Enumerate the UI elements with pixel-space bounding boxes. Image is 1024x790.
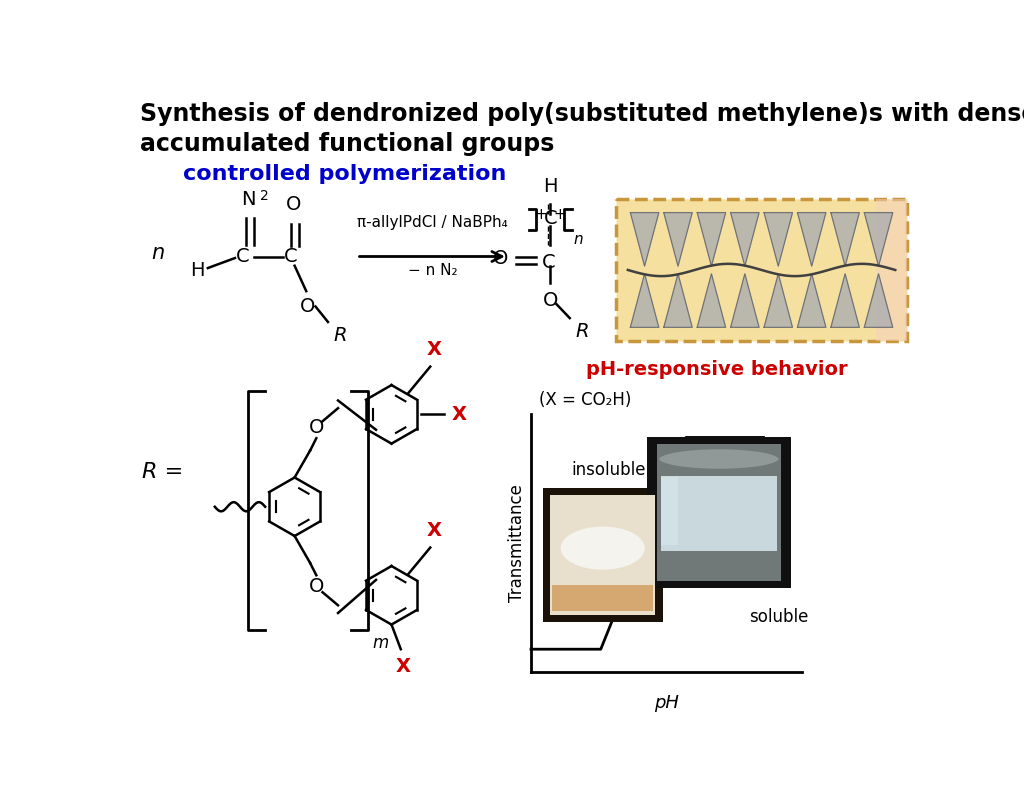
Text: pH: pH	[654, 694, 679, 712]
Text: N: N	[241, 190, 255, 209]
Text: C: C	[236, 247, 250, 266]
Text: Synthesis of dendronized poly(substituted methylene)s with densely: Synthesis of dendronized poly(substitute…	[139, 103, 1024, 126]
Polygon shape	[631, 213, 658, 266]
Bar	[552, 585, 653, 611]
Text: O: O	[493, 249, 508, 268]
Polygon shape	[697, 274, 726, 327]
Polygon shape	[764, 274, 793, 327]
Text: m: m	[372, 634, 388, 652]
Bar	[647, 438, 791, 588]
Polygon shape	[664, 213, 692, 266]
Text: 2: 2	[260, 189, 268, 202]
Polygon shape	[631, 274, 658, 327]
Text: O: O	[543, 292, 558, 310]
Bar	[543, 487, 663, 623]
Polygon shape	[798, 274, 826, 327]
Text: X: X	[427, 521, 441, 540]
Bar	[656, 444, 781, 581]
Text: − n N₂: − n N₂	[408, 262, 458, 277]
Text: insoluble: insoluble	[571, 461, 646, 479]
Text: X: X	[427, 340, 441, 359]
Text: C: C	[542, 253, 556, 272]
Polygon shape	[830, 274, 859, 327]
Text: +: +	[535, 207, 548, 222]
Text: pH-responsive behavior: pH-responsive behavior	[586, 360, 848, 379]
Text: n: n	[573, 231, 584, 246]
Text: soluble: soluble	[750, 608, 809, 626]
Polygon shape	[764, 213, 793, 266]
Text: O: O	[308, 577, 324, 596]
Text: (X = CO₂H): (X = CO₂H)	[539, 391, 631, 409]
Polygon shape	[697, 213, 726, 266]
Bar	[876, 199, 907, 341]
Text: O: O	[308, 418, 324, 437]
Text: +: +	[553, 207, 566, 222]
Ellipse shape	[658, 448, 779, 470]
Polygon shape	[864, 274, 893, 327]
Text: H: H	[543, 178, 558, 197]
Text: X: X	[395, 657, 411, 676]
Text: R: R	[334, 325, 347, 344]
Text: accumulated functional groups: accumulated functional groups	[139, 132, 554, 156]
Text: O: O	[300, 296, 315, 315]
Text: R: R	[575, 322, 589, 341]
Polygon shape	[798, 213, 826, 266]
Text: π-allylPdCl / NaBPh₄: π-allylPdCl / NaBPh₄	[357, 215, 508, 230]
Polygon shape	[731, 274, 759, 327]
Text: C: C	[284, 247, 298, 266]
Text: X: X	[452, 404, 467, 424]
Polygon shape	[731, 213, 759, 266]
Bar	[662, 477, 678, 545]
Text: controlled polymerization: controlled polymerization	[183, 164, 507, 184]
Polygon shape	[830, 213, 859, 266]
Text: O: O	[286, 195, 301, 214]
Text: n: n	[152, 243, 165, 262]
Polygon shape	[864, 213, 893, 266]
Polygon shape	[664, 274, 692, 327]
Text: Transmittance: Transmittance	[508, 484, 526, 602]
Text: C: C	[544, 209, 557, 228]
Bar	[616, 199, 907, 341]
Text: H: H	[190, 261, 205, 280]
Bar	[550, 495, 655, 615]
Text: R =: R =	[142, 462, 183, 482]
Bar	[662, 476, 776, 551]
Ellipse shape	[561, 527, 645, 570]
